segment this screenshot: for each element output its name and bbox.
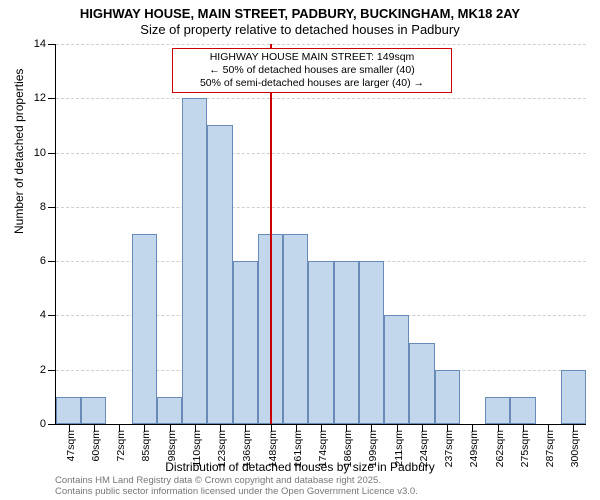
gridline	[56, 207, 586, 208]
histogram-bar	[359, 261, 384, 424]
x-tick-label: 85sqm	[140, 430, 152, 462]
histogram-bar	[435, 370, 460, 424]
histogram-bar	[207, 125, 232, 424]
highlight-line	[270, 44, 272, 424]
x-tick-label: 60sqm	[90, 430, 102, 462]
footer-line2: Contains public sector information licen…	[55, 487, 418, 498]
histogram-bar	[308, 261, 333, 424]
histogram-bar	[510, 397, 535, 424]
y-tick-label: 0	[40, 418, 46, 430]
histogram-bar	[132, 234, 157, 424]
y-tick-label: 14	[34, 38, 46, 50]
x-tick-label: 98sqm	[166, 430, 178, 462]
annotation-box: HIGHWAY HOUSE MAIN STREET: 149sqm← 50% o…	[172, 48, 452, 93]
y-axis-title: Number of detached properties	[12, 69, 26, 234]
plot-area: 0246810121447sqm60sqm72sqm85sqm98sqm110s…	[55, 44, 586, 425]
y-tick	[48, 315, 56, 316]
histogram-bar	[182, 98, 207, 424]
footer-attribution: Contains HM Land Registry data © Crown c…	[55, 476, 418, 498]
histogram-bar	[485, 397, 510, 424]
x-axis-title: Distribution of detached houses by size …	[0, 460, 600, 474]
y-tick-label: 8	[40, 201, 46, 213]
histogram-bar	[384, 315, 409, 424]
gridline	[56, 153, 586, 154]
y-tick	[48, 44, 56, 45]
histogram-bar	[56, 397, 81, 424]
y-tick-label: 12	[34, 92, 46, 104]
y-tick-label: 6	[40, 255, 46, 267]
histogram-bar	[233, 261, 258, 424]
chart-title-line2: Size of property relative to detached ho…	[0, 22, 600, 37]
annotation-line2: ← 50% of detached houses are smaller (40…	[177, 64, 447, 77]
chart-title-line1: HIGHWAY HOUSE, MAIN STREET, PADBURY, BUC…	[0, 6, 600, 21]
y-tick	[48, 370, 56, 371]
histogram-bar	[561, 370, 586, 424]
x-tick-label: 72sqm	[115, 430, 127, 462]
y-tick	[48, 207, 56, 208]
property-size-chart: HIGHWAY HOUSE, MAIN STREET, PADBURY, BUC…	[0, 0, 600, 500]
y-tick	[48, 261, 56, 262]
annotation-line1: HIGHWAY HOUSE MAIN STREET: 149sqm	[177, 51, 447, 64]
y-tick-label: 4	[40, 309, 46, 321]
x-tick-label: 47sqm	[65, 430, 77, 462]
y-tick	[48, 424, 56, 425]
histogram-bar	[81, 397, 106, 424]
annotation-line3: 50% of semi-detached houses are larger (…	[177, 77, 447, 90]
y-tick	[48, 98, 56, 99]
y-tick-label: 10	[34, 147, 46, 159]
histogram-bar	[283, 234, 308, 424]
histogram-bar	[157, 397, 182, 424]
y-tick	[48, 153, 56, 154]
y-tick-label: 2	[40, 364, 46, 376]
histogram-bar	[334, 261, 359, 424]
gridline	[56, 98, 586, 99]
gridline	[56, 44, 586, 45]
histogram-bar	[409, 343, 434, 424]
